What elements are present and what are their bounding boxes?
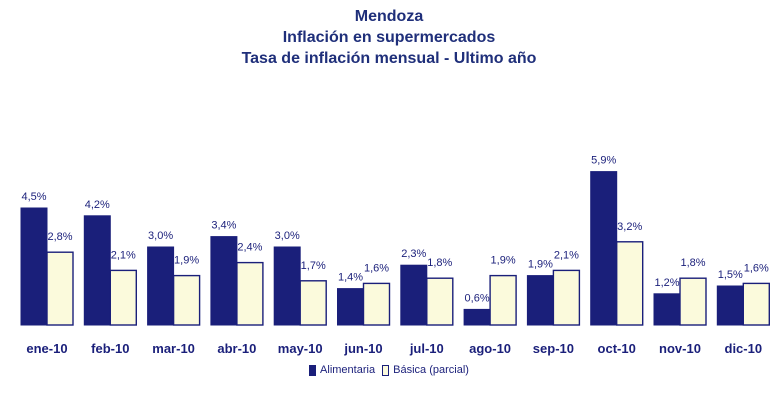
data-label-basica-ago-10: 1,9% [491,255,516,267]
data-label-basica-ene-10: 2,8% [47,231,72,243]
x-tick-label-ene-10: ene-10 [26,341,67,356]
x-tick-label-nov-10: nov-10 [659,341,701,356]
bar-basica-may-10 [299,280,327,326]
data-label-alimentaria-ene-10: 4,5% [21,191,46,203]
data-label-alimentaria-mar-10: 3,0% [148,230,173,242]
bar-alimentaria-jun-10 [337,288,364,326]
bar-alimentaria-nov-10 [653,293,681,326]
bar-alimentaria-may-10 [273,246,301,326]
data-label-alimentaria-abr-10: 3,4% [211,220,236,232]
data-label-alimentaria-jun-10: 1,4% [338,272,363,284]
chart-title: Mendoza [354,8,424,25]
bar-alimentaria-mar-10 [147,246,175,326]
x-tick-label-ago-10: ago-10 [469,341,511,356]
x-tick-label-oct-10: oct-10 [598,341,636,356]
x-tick-label-dic-10: dic-10 [725,341,763,356]
data-label-alimentaria-jul-10: 2,3% [401,248,426,260]
bar-alimentaria-feb-10 [83,215,111,326]
bar-alimentaria-sep-10 [526,275,554,326]
bar-basica-jul-10 [426,277,454,326]
chart-legend: Alimentaria Básica (parcial) [0,364,778,379]
bar-basica-sep-10 [552,269,581,326]
bar-alimentaria-ene-10 [20,207,48,326]
data-label-basica-abr-10: 2,4% [237,242,262,254]
chart-subtitle-2: Tasa de inflación mensual - Ultimo año [241,50,537,67]
bar-alimentaria-dic-10 [716,285,744,326]
x-tick-label-jun-10: jun-10 [343,341,382,356]
data-label-alimentaria-nov-10: 1,2% [654,277,679,289]
bar-basica-abr-10 [236,261,264,326]
bar-alimentaria-abr-10 [210,236,238,326]
data-label-basica-jun-10: 1,6% [364,262,389,274]
x-tick-label-may-10: may-10 [278,341,323,356]
legend-item-alimentaria: Alimentaria [309,364,375,376]
chart-title-block: Mendoza Inflación en supermercados Tasa … [0,6,778,69]
data-label-basica-dic-10: 1,6% [744,262,769,274]
bar-alimentaria-oct-10 [590,171,618,326]
data-label-basica-nov-10: 1,8% [680,257,705,269]
data-label-alimentaria-feb-10: 4,2% [85,199,110,211]
data-label-basica-sep-10: 2,1% [554,249,579,261]
legend-label-basica: Básica (parcial) [393,364,469,376]
bar-basica-feb-10 [109,269,138,326]
bar-alimentaria-ago-10 [463,308,491,326]
data-label-alimentaria-dic-10: 1,5% [718,269,743,281]
legend-swatch-alimentaria [309,364,317,376]
data-label-basica-jul-10: 1,8% [427,257,452,269]
chart-subtitle-1: Inflación en supermercados [282,29,496,46]
x-tick-label-mar-10: mar-10 [152,341,195,356]
bar-basica-oct-10 [616,241,644,326]
bar-basica-ago-10 [489,274,517,326]
data-label-basica-oct-10: 3,2% [617,221,642,233]
x-tick-label-jul-10: jul-10 [409,341,444,356]
x-tick-label-abr-10: abr-10 [217,341,256,356]
data-label-basica-feb-10: 2,1% [111,249,136,261]
data-label-alimentaria-ago-10: 0,6% [465,292,490,304]
bar-basica-ene-10 [46,251,74,326]
legend-swatch-basica [382,364,390,376]
data-label-alimentaria-may-10: 3,0% [275,230,300,242]
bar-basica-jun-10 [362,282,391,326]
legend-item-basica: Básica (parcial) [382,364,469,376]
data-label-basica-may-10: 1,7% [301,260,326,272]
bar-basica-nov-10 [679,277,707,326]
data-label-alimentaria-sep-10: 1,9% [528,259,553,271]
x-tick-label-sep-10: sep-10 [533,341,574,356]
x-tick-label-feb-10: feb-10 [91,341,129,356]
legend-label-alimentaria: Alimentaria [320,364,376,376]
bar-alimentaria-jul-10 [400,264,428,326]
data-label-alimentaria-oct-10: 5,9% [591,155,616,167]
data-label-basica-mar-10: 1,9% [174,255,199,267]
bar-basica-mar-10 [172,274,201,326]
bar-basica-dic-10 [742,282,770,326]
